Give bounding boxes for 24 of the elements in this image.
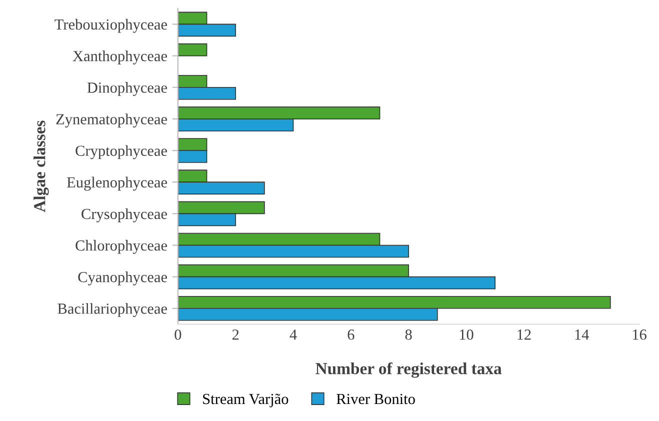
x-axis-title: Number of registered taxa	[316, 362, 502, 378]
x-tick-label: 8	[405, 329, 412, 340]
y-tick-label: Xanthophyceae	[72, 50, 167, 64]
x-tick-label: 16	[632, 330, 646, 340]
x-tick-label: 14	[575, 330, 589, 340]
y-tick-label: Dinophyceae	[87, 82, 167, 96]
y-tick-label: Trebouxiophyceae	[54, 18, 167, 33]
y-tick-label: Zynematophyceae	[56, 114, 167, 128]
x-tick-label: 10	[460, 329, 474, 340]
y-tick-label: Cryptophyceae	[76, 145, 167, 160]
x-tick-label: 2	[232, 330, 239, 340]
legend-label: Stream Varjão	[203, 394, 288, 408]
y-axis-title: Algae classes	[34, 120, 49, 212]
x-tick-label: 0	[174, 329, 182, 340]
x-tick-label: 12	[518, 330, 531, 340]
y-tick-label: Chlorophyceae	[76, 240, 167, 254]
x-tick-label: 4	[290, 330, 297, 340]
bar	[178, 43, 208, 56]
y-tick-label: Euglenophyceae	[66, 176, 167, 191]
y-tick-label: Crysophyceae	[82, 208, 167, 222]
y-tick-label: Cyanophyceae	[78, 272, 167, 286]
x-tick-label: 6	[348, 330, 354, 340]
y-tick-label: Bacillariophyceae	[58, 303, 167, 317]
legend-label: River Bonito	[336, 394, 415, 404]
